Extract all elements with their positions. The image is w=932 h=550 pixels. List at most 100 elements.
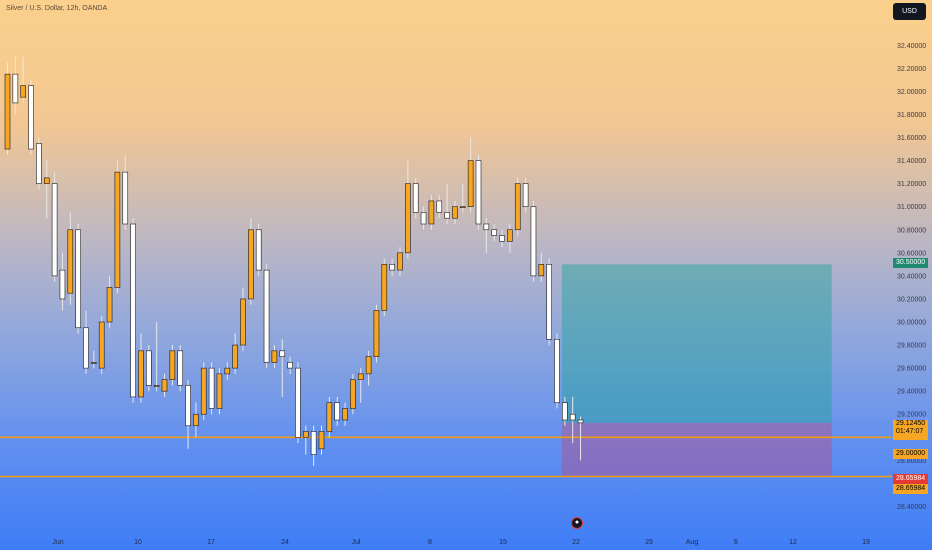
target-zone — [561, 264, 832, 423]
candle-body — [4, 73, 11, 150]
candle-body — [161, 379, 168, 392]
candle-body — [428, 200, 435, 225]
stop-line-tag: 28.65984 — [893, 484, 929, 494]
candle-body — [483, 223, 490, 231]
stop-zone — [561, 422, 832, 477]
candle-body — [248, 229, 254, 300]
candle-body — [507, 229, 513, 242]
candle-body — [514, 183, 521, 231]
y-tick-label: 30.80000 — [897, 227, 926, 234]
y-tick-label: 32.20000 — [897, 66, 926, 73]
current-price-tag: 29.12450 01:47:07 — [893, 420, 929, 440]
candle-body — [271, 350, 278, 363]
y-tick-label: 30.20000 — [897, 296, 926, 303]
candle-body — [452, 206, 458, 219]
x-tick-label: 8 — [428, 539, 432, 546]
x-tick-label: 10 — [134, 539, 142, 546]
candle-body — [200, 367, 207, 415]
y-tick-label: 32.00000 — [897, 89, 926, 96]
candle-body — [224, 367, 231, 375]
candle-body — [98, 321, 105, 369]
candle-body — [554, 338, 560, 404]
candle-body — [318, 431, 325, 450]
candle-body — [412, 183, 419, 213]
x-tick-label: 12 — [789, 539, 797, 546]
candle-body — [216, 373, 223, 409]
x-tick-label: 22 — [572, 539, 580, 546]
candle-body — [334, 402, 341, 421]
candle-body — [444, 212, 450, 219]
candle-body — [91, 362, 97, 364]
current-price-value: 29.12450 — [896, 420, 926, 427]
candle-body — [562, 402, 568, 421]
candle-body — [67, 229, 74, 294]
y-tick-label: 30.00000 — [897, 320, 926, 327]
target-price-tag: 30.50000 — [893, 258, 929, 268]
candle-body — [59, 269, 66, 300]
y-tick-label: 31.20000 — [897, 181, 926, 188]
candle-body — [43, 177, 50, 184]
x-tick-label: Aug — [686, 539, 699, 546]
candle-body — [232, 344, 238, 369]
candle-body — [420, 212, 427, 225]
x-tick-label: 15 — [499, 539, 507, 546]
candle-body — [12, 73, 19, 104]
candle-body — [538, 264, 545, 277]
candle-body — [436, 200, 443, 213]
candle-body — [302, 431, 309, 438]
candle-body — [169, 350, 176, 380]
y-tick-label: 31.40000 — [897, 158, 926, 165]
candle-body — [240, 298, 246, 346]
x-tick-label: 24 — [281, 539, 289, 546]
candle-body — [326, 402, 333, 432]
candle-body — [295, 367, 301, 438]
earnings-event-icon[interactable]: ● — [571, 517, 583, 529]
candle-body — [357, 373, 364, 380]
candle-body — [185, 385, 191, 427]
candle-body — [193, 413, 199, 427]
candle-body — [459, 206, 466, 209]
candle-body — [287, 362, 293, 369]
candle-body — [114, 171, 121, 288]
y-tick-label: 30.40000 — [897, 273, 926, 280]
candle-body — [405, 183, 411, 254]
candle-body — [75, 229, 81, 329]
candle-body — [130, 223, 136, 398]
candle-body — [522, 183, 529, 208]
candle-body — [569, 413, 576, 421]
candle-body — [122, 171, 129, 225]
x-tick-label: 6 — [734, 539, 738, 546]
candle-body — [546, 264, 552, 340]
candle-body — [28, 85, 34, 150]
candle-body — [36, 142, 42, 184]
candle-body — [146, 350, 152, 386]
candle-body — [475, 160, 482, 225]
candle-body — [255, 229, 262, 271]
candle-body — [499, 235, 505, 242]
stop-price-tag: 28.65984 — [893, 474, 929, 484]
x-tick-label: 19 — [862, 539, 870, 546]
candle-body — [342, 408, 348, 421]
chart-title: Silver / U.S. Dollar, 12h, OANDA — [6, 5, 108, 12]
candle-body — [365, 356, 372, 375]
y-tick-label: 29.20000 — [897, 412, 926, 419]
y-tick-label: 28.80000 — [897, 458, 926, 465]
y-tick-label: 31.00000 — [897, 204, 926, 211]
currency-button[interactable]: USD — [893, 3, 926, 20]
candle-body — [373, 310, 380, 357]
candle-body — [153, 385, 160, 387]
candle-body — [263, 269, 270, 363]
candle-body — [83, 327, 89, 369]
y-tick-label: 32.40000 — [897, 43, 926, 50]
y-tick-label: 30.60000 — [897, 250, 926, 257]
candle-body — [381, 264, 388, 311]
x-tick-label: 17 — [207, 539, 215, 546]
candle-body — [389, 264, 395, 271]
x-tick-label: 29 — [645, 539, 653, 546]
candle-body — [577, 419, 584, 424]
y-tick-label: 31.60000 — [897, 135, 926, 142]
candle-body — [106, 287, 113, 323]
y-tick-label: 28.40000 — [897, 504, 926, 511]
entry-price-tag: 29.00000 — [893, 449, 929, 459]
